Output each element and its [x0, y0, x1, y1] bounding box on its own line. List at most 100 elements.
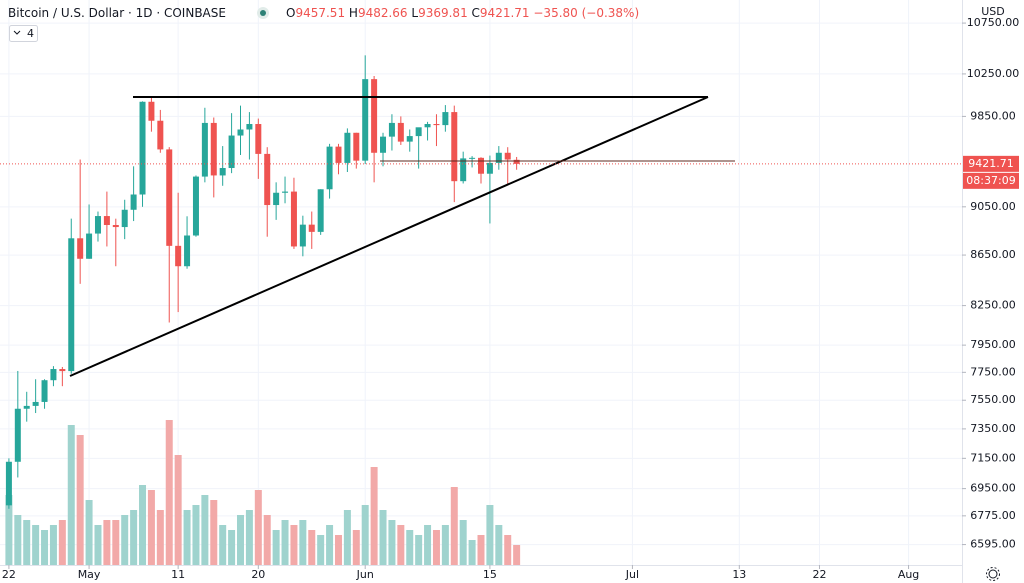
candle-body	[317, 189, 324, 232]
volume-bar	[14, 515, 22, 565]
exchange: COINBASE	[164, 6, 226, 20]
candle-body	[469, 157, 476, 159]
volume-bar	[174, 455, 182, 565]
volume-bar	[486, 505, 494, 565]
y-tick-label: 8250.00	[970, 299, 1016, 312]
trend-line[interactable]	[69, 96, 709, 377]
candle-body	[103, 216, 110, 226]
candle-body	[486, 162, 493, 174]
volume-bar	[504, 535, 512, 565]
candle-body	[86, 233, 93, 259]
candle-body	[41, 380, 48, 402]
y-tick-label: 6595.00	[970, 538, 1016, 551]
ohlc-label: C	[472, 6, 480, 20]
volume-bar	[290, 525, 298, 565]
x-tick-label: 22	[812, 568, 826, 581]
sep: ·	[153, 6, 164, 20]
candle-body	[353, 132, 360, 161]
status-dot	[260, 10, 266, 16]
indicators-toggle[interactable]	[9, 25, 38, 42]
candle-body	[397, 122, 404, 142]
volume-bar	[281, 520, 289, 565]
candle-body	[166, 149, 173, 246]
candle-body	[290, 191, 297, 247]
volume-bar	[326, 525, 334, 565]
symbol: Bitcoin / U.S. Dollar	[8, 6, 124, 20]
ohlc-label: H	[349, 6, 358, 20]
volume-bar	[254, 490, 262, 565]
candle-body	[130, 194, 137, 210]
volume-bar	[112, 520, 120, 565]
volume-bar	[263, 515, 271, 565]
y-tick-label: 7150.00	[970, 451, 1016, 464]
volume-bar	[343, 510, 351, 565]
open-value: 9457.51	[295, 6, 345, 20]
settings-gear[interactable]	[986, 567, 1000, 581]
gear-teeth	[986, 567, 1000, 581]
close-value: 9421.71	[480, 6, 530, 20]
volume-bar	[361, 505, 369, 565]
y-tick-label: 9050.00	[970, 200, 1016, 213]
ohlc-label: L	[411, 6, 418, 20]
volume-pane	[5, 420, 521, 565]
volume-bar	[468, 540, 476, 565]
volume-bar	[32, 525, 40, 565]
candle-body	[495, 152, 502, 163]
y-tick-label: 8650.00	[970, 248, 1016, 261]
candle-body	[184, 235, 191, 267]
volume-bar	[352, 530, 360, 565]
volume-bar	[165, 420, 173, 565]
candle-body	[371, 79, 378, 153]
candle-body	[68, 238, 75, 372]
gear[interactable]	[988, 569, 998, 579]
change: −35.80 (−0.38%)	[533, 6, 639, 20]
price-overlay: 9421.71 08:37:09	[0, 155, 1019, 189]
y-tick-label: 6775.00	[970, 509, 1016, 522]
countdown-box	[963, 172, 1019, 189]
volume-bar	[130, 510, 138, 565]
x-tick-label: Aug	[898, 568, 919, 581]
volume-bar	[228, 530, 236, 565]
volume-bar	[459, 520, 467, 565]
sep: ·	[124, 6, 135, 20]
candle-body	[442, 112, 449, 126]
candle-body	[299, 224, 306, 247]
interval: 1D	[136, 6, 153, 20]
candle-body	[228, 135, 235, 169]
volume-bar	[415, 535, 423, 565]
candle-body	[201, 122, 208, 177]
volume-bar	[183, 510, 191, 565]
currency-label[interactable]: USD	[981, 5, 1005, 18]
volume-bar	[103, 520, 111, 565]
candle-body	[246, 124, 253, 130]
candle-body	[23, 405, 30, 409]
y-tick-label: 7950.00	[970, 338, 1016, 351]
candle-body	[5, 461, 12, 506]
volume-bar	[317, 535, 325, 565]
candle-body	[175, 245, 182, 267]
volume-bar	[156, 510, 164, 565]
last-price-label: 9421.71	[968, 157, 1014, 170]
volume-bar	[94, 525, 102, 565]
low-value: 9369.81	[418, 6, 468, 20]
countdown-label: 08:37:09	[966, 174, 1015, 187]
candle-body	[451, 112, 458, 182]
candle-body	[326, 146, 333, 190]
volume-bar	[121, 515, 129, 565]
x-tick-label: 22	[2, 568, 16, 581]
candle-body	[415, 127, 422, 137]
candle-body	[148, 101, 155, 121]
volume-bar	[441, 525, 449, 565]
candle-body	[210, 122, 217, 176]
volume-bar	[23, 520, 31, 565]
volume-bar	[85, 500, 93, 565]
candle-body	[406, 136, 413, 142]
volume-bar	[450, 487, 458, 565]
chevron	[13, 30, 21, 35]
volume-bar	[41, 530, 49, 565]
candle-body	[273, 192, 280, 206]
candle-body	[139, 101, 146, 195]
candle-body	[460, 158, 467, 182]
volume-bar	[58, 520, 66, 565]
